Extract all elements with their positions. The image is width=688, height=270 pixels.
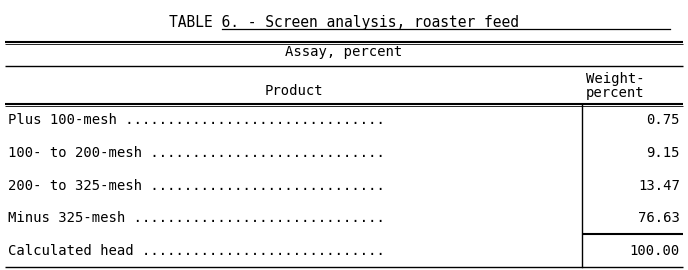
Text: 13.47: 13.47 [638, 178, 680, 193]
Text: 76.63: 76.63 [638, 211, 680, 225]
Text: Minus 325-mesh ..............................: Minus 325-mesh .........................… [8, 211, 385, 225]
Text: Product: Product [264, 84, 323, 98]
Text: 100- to 200-mesh ............................: 100- to 200-mesh .......................… [8, 146, 385, 160]
Text: 100.00: 100.00 [630, 244, 680, 258]
Text: Calculated head .............................: Calculated head ........................… [8, 244, 385, 258]
Text: Weight-: Weight- [586, 72, 645, 86]
Text: 200- to 325-mesh ............................: 200- to 325-mesh .......................… [8, 178, 385, 193]
Text: 9.15: 9.15 [647, 146, 680, 160]
Text: Assay, percent: Assay, percent [286, 45, 402, 59]
Text: percent: percent [586, 86, 645, 100]
Text: Plus 100-mesh ...............................: Plus 100-mesh ..........................… [8, 113, 385, 127]
Text: TABLE 6. - Screen analysis, roaster feed: TABLE 6. - Screen analysis, roaster feed [169, 15, 519, 30]
Text: 0.75: 0.75 [647, 113, 680, 127]
